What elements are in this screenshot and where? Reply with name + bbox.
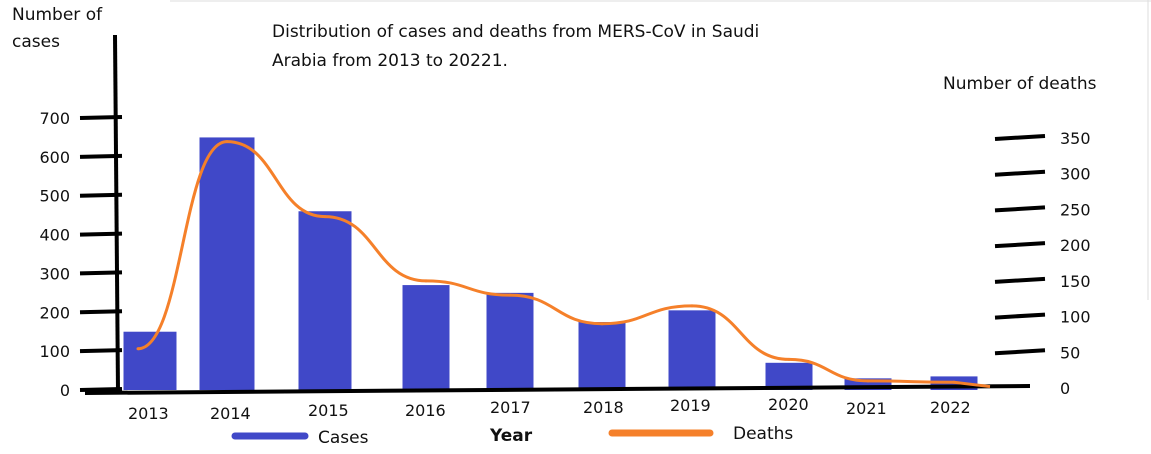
left-axis	[113, 34, 120, 393]
x-axis-label: Year	[489, 426, 533, 446]
bar-cases-2014	[199, 137, 255, 390]
deaths-point-2018	[600, 322, 604, 326]
right-tick-label: 0	[1060, 379, 1070, 398]
bar-cases-2019	[668, 310, 716, 390]
bar-cases-2020	[765, 362, 813, 390]
left-tick-label: 500	[39, 187, 70, 206]
right-tick-label: 100	[1060, 308, 1091, 327]
x-tick-label: 2021	[846, 399, 887, 418]
chart-title-line2: Arabia from 2013 to 20221.	[272, 51, 508, 71]
left-axis-label-line1: Number of	[12, 5, 103, 25]
x-tick-label: 2014	[210, 404, 251, 423]
left-tick-mark	[79, 115, 123, 120]
x-axis	[84, 384, 1031, 395]
deaths-point-2020	[787, 357, 791, 361]
left-tick-mark	[79, 270, 123, 276]
bar-cases-2013	[123, 331, 177, 390]
chart-title-line1: Distribution of cases and deaths from ME…	[272, 22, 759, 42]
x-tick-label: 2020	[768, 395, 809, 414]
x-tick-label: 2019	[670, 396, 711, 415]
left-tick-label: 200	[39, 303, 70, 322]
legend-label-deaths: Deaths	[733, 424, 793, 444]
right-tick-mark	[994, 312, 1046, 320]
bar-cases-2016	[402, 285, 450, 390]
deaths-point-2014	[225, 140, 229, 144]
deaths-point-2017	[508, 293, 512, 297]
left-tick-label: 100	[39, 342, 70, 361]
deaths-point-2019	[690, 304, 694, 308]
x-tick-label: 2013	[128, 404, 169, 423]
right-tick-mark	[994, 169, 1046, 177]
right-tick-label: 50	[1060, 343, 1080, 362]
left-tick-mark	[79, 192, 123, 198]
x-tick-label: 2022	[930, 398, 971, 417]
legend-label-cases: Cases	[318, 428, 369, 448]
right-tick-mark	[994, 134, 1046, 141]
bar-cases-2015	[298, 211, 352, 390]
left-tick-label: 400	[39, 226, 70, 245]
right-tick-mark	[994, 241, 1046, 249]
left-tick-mark	[79, 309, 123, 315]
left-tick-label: 0	[60, 381, 70, 400]
deaths-point-2022	[952, 380, 956, 384]
deaths-point-2015	[323, 215, 327, 219]
left-tick-mark	[79, 348, 123, 354]
right-tick-label: 150	[1060, 272, 1091, 291]
right-tick-label: 200	[1060, 236, 1091, 255]
right-tick-label: 300	[1060, 165, 1091, 184]
left-tick-mark	[79, 231, 123, 237]
bar-cases-2018	[578, 322, 626, 390]
right-tick-label: 350	[1060, 129, 1091, 148]
left-tick-mark	[79, 387, 123, 392]
left-tick-label: 300	[39, 264, 70, 283]
right-tick-label: 250	[1060, 200, 1091, 219]
left-tick-label: 600	[39, 148, 70, 167]
left-tick-mark	[79, 153, 123, 159]
bar-cases-2017	[486, 292, 534, 390]
deaths-line	[137, 140, 991, 389]
bar-cases-2021	[844, 378, 892, 390]
right-tick-mark	[994, 205, 1046, 213]
x-tick-label: 2016	[405, 401, 446, 420]
left-tick-label: 700	[39, 109, 70, 128]
left-axis-label-line2: cases	[12, 32, 60, 52]
x-tick-label: 2015	[308, 401, 349, 420]
right-tick-mark	[994, 348, 1046, 356]
x-tick-label: 2018	[583, 398, 624, 417]
deaths-point-2016	[424, 279, 428, 283]
deaths-point-2013	[136, 347, 140, 351]
x-tick-label: 2017	[490, 398, 531, 417]
right-tick-mark	[994, 276, 1046, 284]
right-axis-label: Number of deaths	[943, 74, 1097, 94]
deaths-point-2021	[866, 379, 870, 383]
